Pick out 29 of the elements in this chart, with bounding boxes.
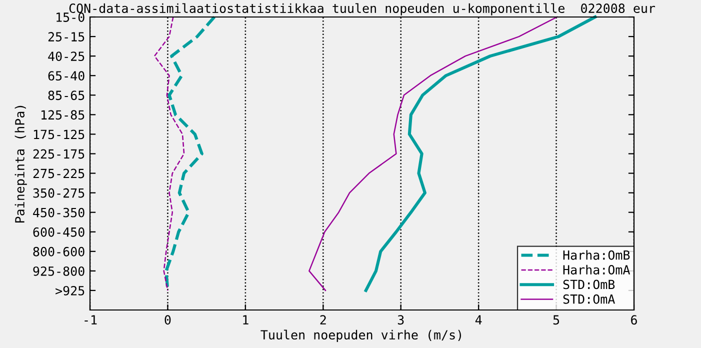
legend-label: STD:OmA — [563, 294, 615, 304]
y-tick-label: 65-40 — [48, 71, 84, 81]
x-tick-label: 4 — [475, 315, 482, 324]
y-tick-label: 125-85 — [41, 110, 84, 120]
y-tick-label: 450-350 — [33, 208, 84, 218]
x-tick-label: 2 — [320, 315, 326, 324]
x-tick-label: 5 — [553, 315, 560, 325]
y-tick-label: >925 — [56, 286, 84, 296]
y-tick-label: 350-275 — [33, 188, 84, 198]
legend-label: Harha:OmA — [563, 264, 630, 274]
x-tick-label: 0 — [164, 315, 171, 325]
y-tick-label: 600-450 — [33, 227, 84, 237]
y-tick-label: 925-800 — [33, 266, 84, 276]
y-tick-label: 40-25 — [48, 52, 84, 62]
y-tick-label: 15-0 — [56, 12, 84, 22]
x-axis-title: Tuulen noepuden virhe (m/s) — [260, 330, 461, 342]
y-tick-label: 275-225 — [33, 168, 84, 178]
x-tick-label: -1 — [84, 315, 97, 324]
x-tick-label: 1 — [243, 315, 248, 324]
legend-label: STD:OmB — [563, 280, 615, 290]
y-tick-label: 800-600 — [33, 246, 84, 256]
y-axis-title: Painepinta (hPa) — [14, 106, 27, 222]
y-tick-label: 85-65 — [48, 90, 84, 100]
y-tick-label: 225-175 — [33, 149, 84, 159]
y-tick-label: 175-125 — [34, 130, 84, 140]
legend-label: Harha:OmB — [563, 250, 630, 260]
x-tick-label: 6 — [631, 315, 637, 325]
y-tick-label: 25-15 — [48, 32, 84, 42]
x-tick-label: 3 — [398, 315, 404, 325]
